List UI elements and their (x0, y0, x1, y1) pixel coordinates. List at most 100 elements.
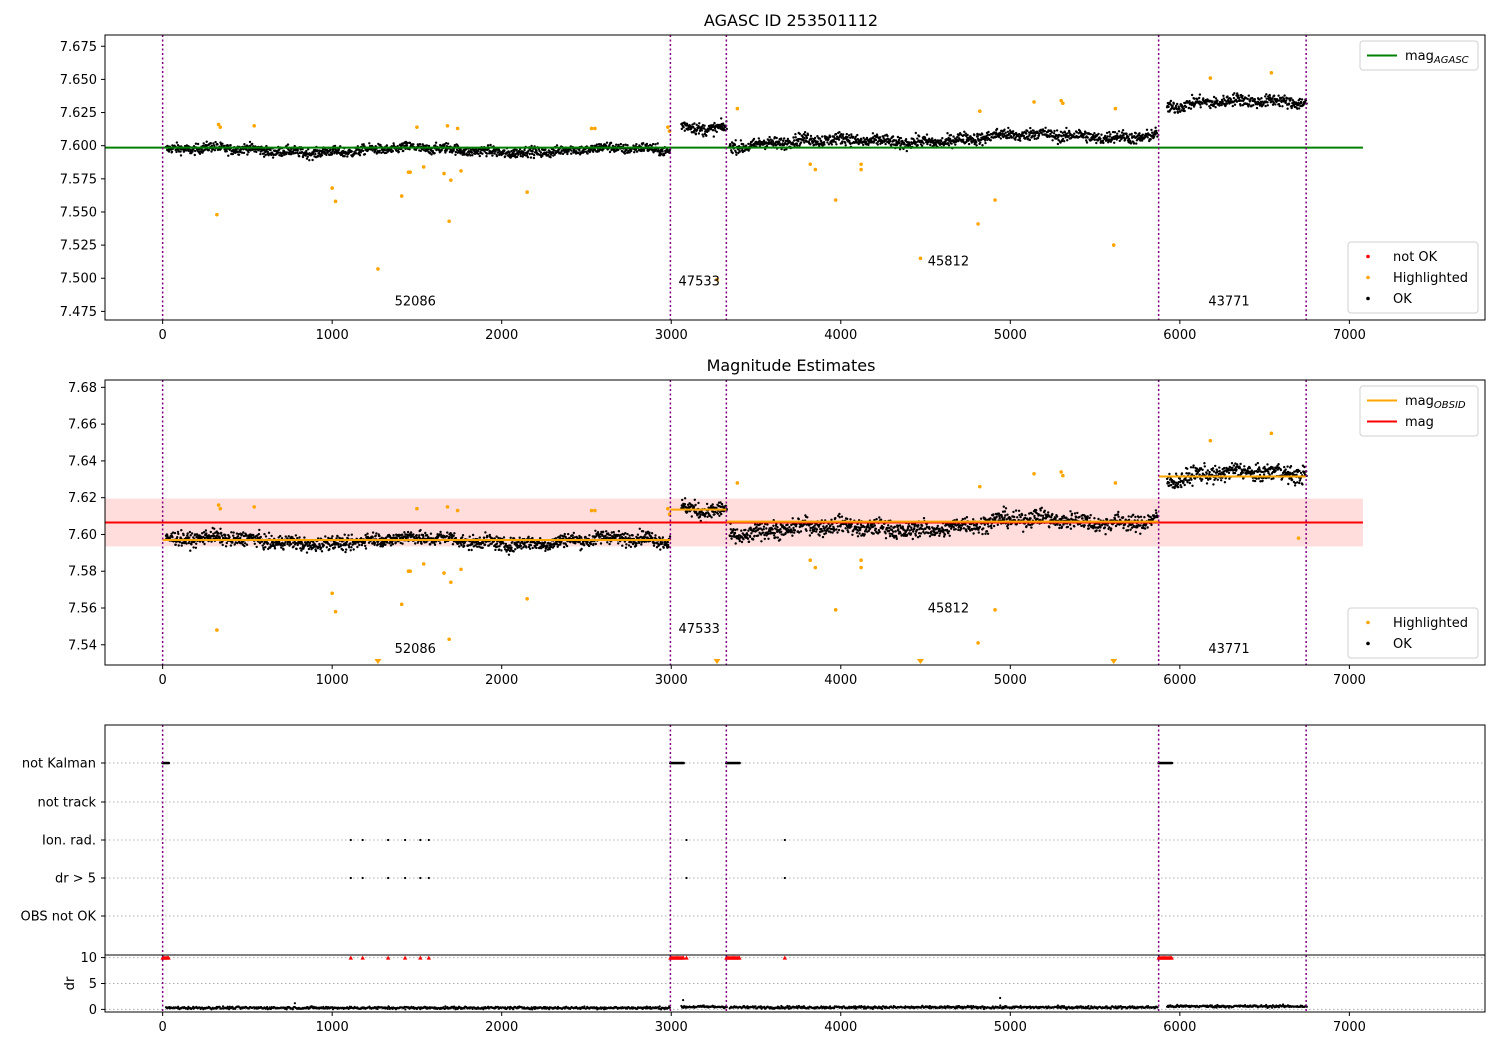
ok-point (619, 533, 622, 537)
ok-point (624, 143, 627, 146)
ok-point (171, 531, 175, 534)
ok-point (381, 540, 384, 544)
ok-point (1279, 96, 1283, 100)
ok-point (207, 148, 211, 152)
highlighted-point (833, 198, 838, 202)
ok-point (182, 533, 185, 537)
ok-point (210, 540, 213, 543)
ok-point (827, 143, 831, 146)
ok-point (1155, 132, 1159, 135)
ok-point (477, 152, 480, 156)
highlighted-point (421, 165, 426, 169)
ok-point (1026, 129, 1029, 133)
ok-point (245, 534, 248, 537)
ok-point (519, 152, 522, 156)
ok-point (772, 524, 775, 527)
ok-point (1212, 104, 1215, 108)
ok-point (228, 536, 231, 539)
ok-point (300, 549, 303, 552)
ok-point (539, 151, 543, 154)
ok-point (419, 149, 422, 153)
ok-point (171, 144, 174, 147)
ok-point (527, 545, 531, 549)
ok-point (392, 534, 395, 537)
ok-point (236, 541, 239, 545)
ok-point (192, 540, 196, 544)
ok-point (1233, 103, 1237, 106)
ok-point (298, 536, 301, 539)
ok-point (487, 144, 490, 147)
ok-point (770, 142, 774, 146)
ok-point (792, 526, 795, 530)
ok-point (794, 525, 798, 528)
ok-point (734, 151, 738, 154)
ok-point (1277, 103, 1281, 106)
ok-point (1241, 94, 1244, 98)
ok-point (841, 140, 844, 143)
chart-title: AGASC ID 253501112 (704, 11, 878, 30)
ok-point (875, 517, 878, 521)
ok-point (752, 538, 755, 541)
y-tick-label: 7.550 (60, 205, 97, 220)
ok-point (421, 533, 425, 537)
ok-point (825, 524, 828, 528)
ok-point (1129, 142, 1133, 145)
ok-point (380, 151, 383, 154)
ok-point (296, 149, 299, 152)
ok-point (975, 141, 978, 144)
ok-point (797, 517, 800, 521)
highlighted-point (449, 178, 453, 182)
ok-point (418, 143, 422, 146)
ok-point (597, 533, 600, 536)
ok-point (1011, 130, 1015, 133)
legend-label-main: mag (1405, 49, 1434, 64)
ok-point (1055, 129, 1059, 132)
ok-point (878, 516, 881, 519)
ok-point (854, 138, 857, 141)
ok-point (851, 533, 854, 536)
ok-point (736, 528, 739, 531)
ok-point (286, 143, 290, 146)
ok-point (872, 136, 875, 139)
ok-point (1041, 133, 1044, 136)
ok-point (1084, 131, 1087, 134)
ok-point (273, 547, 277, 550)
ok-point (653, 542, 656, 545)
ok-point (520, 547, 523, 550)
ok-point (1232, 96, 1236, 100)
ok-point (209, 530, 212, 534)
ok-point (649, 535, 653, 538)
ok-point (339, 544, 343, 547)
highlighted-point (593, 126, 597, 131)
ok-point (1246, 97, 1249, 101)
ok-point (577, 151, 580, 155)
ok-point (871, 132, 875, 135)
ok-point (336, 535, 339, 538)
ok-point (705, 134, 708, 137)
ok-point (202, 142, 205, 145)
ok-point (1101, 139, 1105, 142)
ok-point (698, 515, 702, 518)
ok-point (1007, 126, 1010, 130)
ok-point (795, 142, 798, 145)
ok-point (1184, 105, 1188, 109)
ok-point (905, 149, 908, 153)
ok-point (1048, 135, 1051, 138)
ok-point (1109, 133, 1112, 136)
ok-point (605, 144, 608, 147)
ok-point (786, 139, 789, 143)
ok-point (685, 122, 689, 126)
ok-point (683, 497, 687, 500)
ok-point (242, 534, 246, 538)
ok-point (1238, 99, 1242, 103)
ok-point (1283, 97, 1286, 100)
ok-point (305, 149, 308, 153)
ok-point (744, 144, 748, 147)
ok-point (730, 537, 733, 540)
ok-point (471, 154, 474, 157)
ok-point (849, 518, 852, 521)
ok-point (539, 537, 542, 540)
ok-point (196, 534, 199, 537)
ok-point (746, 537, 750, 540)
ok-point (762, 525, 766, 528)
